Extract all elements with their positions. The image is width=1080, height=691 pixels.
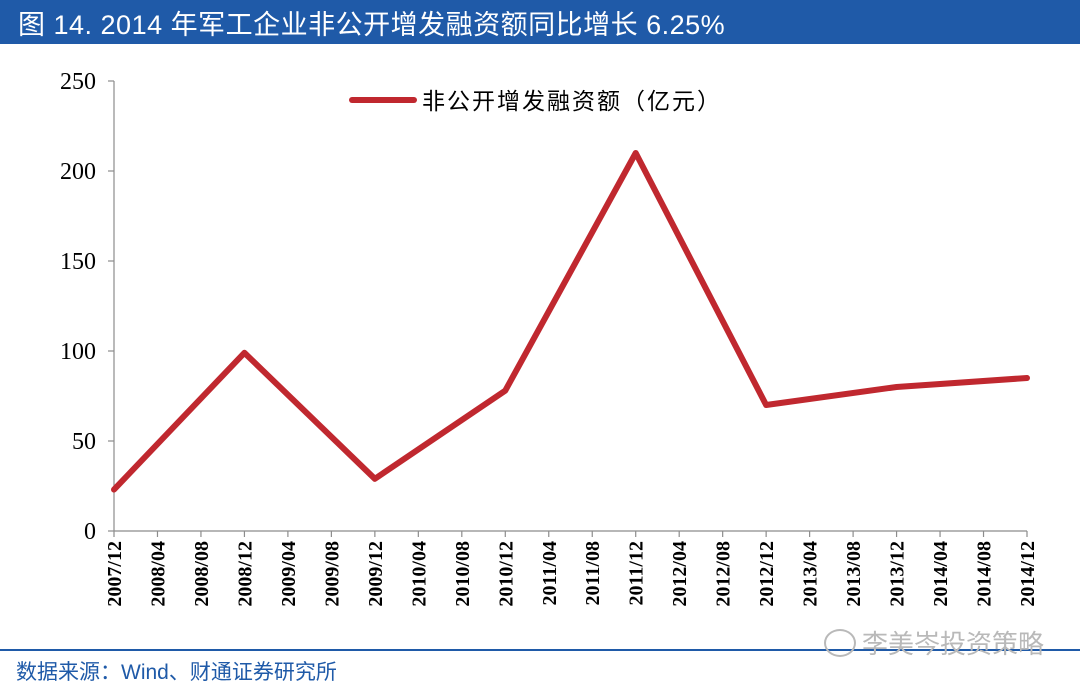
legend-label: 非公开增发融资额（亿元） (422, 89, 722, 115)
watermark: 李美岑投资策略 (823, 624, 1044, 661)
y-tick-label: 150 (60, 249, 96, 275)
x-tick-label: 2013/04 (800, 541, 822, 607)
footer-divider (0, 649, 1080, 651)
x-tick-label: 2012/08 (713, 541, 735, 607)
x-tick-label: 2009/04 (278, 541, 300, 607)
x-tick-label: 2008/08 (191, 541, 213, 607)
y-axis-ticks: 0 50 100 150 200 250 (60, 69, 114, 545)
x-tick-label: 2012/04 (669, 541, 691, 607)
legend: 非公开增发融资额（亿元） (349, 89, 722, 115)
source-note: 数据来源：Wind、财通证券研究所 (16, 661, 337, 684)
x-tick-label: 2014/04 (930, 541, 952, 607)
x-tick-label: 2010/08 (452, 541, 474, 607)
y-tick-label: 200 (60, 159, 96, 185)
x-tick-label: 2008/04 (147, 541, 169, 607)
x-tick-label: 2012/12 (756, 541, 778, 607)
x-tick-label: 2013/12 (887, 541, 909, 607)
axes (113, 81, 1027, 532)
x-axis-ticks: 2007/12 2008/04 2008/08 2008/12 2009/04 2009/… (104, 531, 1039, 607)
x-tick-label: 2011/04 (539, 541, 561, 605)
y-tick-label: 50 (72, 429, 96, 455)
figure-title: 图 14. 2014 年军工企业非公开增发融资额同比增长 6.25% (0, 0, 1080, 44)
x-tick-label: 2009/08 (321, 541, 343, 607)
series-line (111, 150, 1030, 493)
x-tick-label: 2010/04 (408, 541, 430, 607)
x-tick-label: 2013/08 (843, 541, 865, 607)
x-tick-label: 2008/12 (234, 541, 256, 607)
watermark-text: 李美岑投资策略 (861, 630, 1044, 660)
chart: 0 50 100 150 200 250 2007/12 2008/04 2008/08 200… (0, 44, 1080, 644)
x-tick-label: 2011/12 (626, 541, 648, 605)
x-tick-label: 2014/08 (974, 541, 996, 607)
x-tick-label: 2009/12 (365, 541, 387, 607)
y-tick-label: 100 (60, 339, 96, 365)
y-tick-label: 250 (60, 69, 96, 95)
x-tick-label: 2011/08 (582, 541, 604, 605)
x-tick-label: 2010/12 (495, 541, 517, 607)
series-lines (111, 150, 1030, 493)
y-tick-label: 0 (84, 519, 96, 545)
wechat-icon (823, 628, 856, 657)
x-tick-label: 2014/12 (1017, 541, 1039, 607)
x-tick-label: 2007/12 (104, 541, 126, 607)
